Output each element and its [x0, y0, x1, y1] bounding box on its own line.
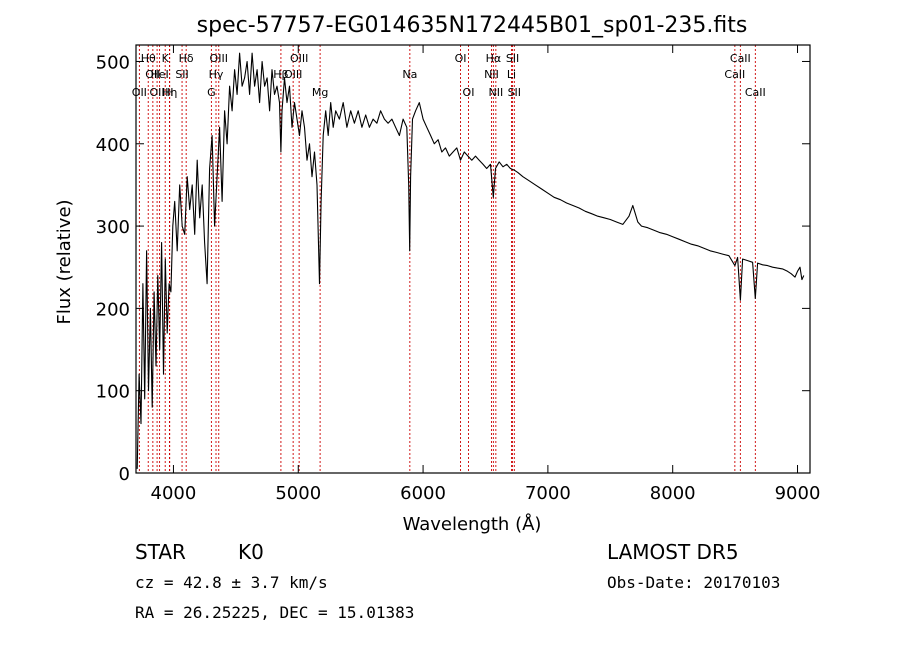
x-tick-label: 9000	[775, 483, 821, 504]
spectral-line-label: HeI	[150, 68, 168, 81]
spectral-line-label: Hγ	[209, 68, 224, 81]
plot-frame	[135, 44, 811, 474]
x-axis-label: Wavelength (Å)	[403, 513, 542, 535]
spectral-line-label: Na	[402, 68, 417, 81]
y-tick-label: 100	[96, 382, 130, 403]
x-axis-ticks: 4000 5000 6000 7000 8000 9000	[151, 45, 821, 504]
spectral-line-label: Li	[507, 68, 516, 81]
spectral-line-label: OI	[455, 52, 467, 65]
spectral-line-label: CaII	[745, 86, 766, 99]
chart-title: spec-57757-EG014635N172445B01_sp01-235.f…	[197, 13, 748, 38]
y-axis-label: Flux (relative)	[54, 199, 75, 324]
x-tick-label: 7000	[525, 483, 571, 504]
object-subclass: K0	[238, 540, 264, 564]
spectrum-chart: spec-57757-EG014635N172445B01_sp01-235.f…	[54, 13, 821, 535]
x-tick-label: 6000	[400, 483, 446, 504]
spectral-line-label: SII	[506, 52, 519, 65]
spectral-line-label: SII	[508, 86, 521, 99]
y-tick-label: 400	[96, 135, 130, 156]
x-tick-label: 8000	[650, 483, 696, 504]
spectral-line-label: OIII	[210, 52, 228, 65]
y-tick-label: 500	[96, 52, 130, 73]
x-tick-label: 5000	[275, 483, 321, 504]
obs-date: Obs-Date: 20170103	[607, 573, 781, 592]
object-class: STAR	[135, 540, 186, 564]
spectral-line-label: OII	[145, 68, 160, 81]
spectral-line-labels: OIIHθOIIOIIHeIKHηHSIIHδGHγOIIIHβOIIIOIII…	[132, 52, 766, 99]
spectral-line-label: G	[207, 86, 216, 99]
y-tick-label: 200	[96, 299, 130, 320]
spectral-line-label: OI	[463, 86, 475, 99]
x-tick-label: 4000	[151, 483, 197, 504]
spectral-line-label: OII	[132, 86, 147, 99]
spectral-line-label: CaII	[724, 68, 745, 81]
redshift-readout: cz = 42.8 ± 3.7 km/s	[135, 573, 328, 592]
spectral-line-label: OIII	[284, 68, 302, 81]
survey-name: LAMOST DR5	[607, 540, 739, 564]
y-tick-label: 300	[96, 217, 130, 238]
spectral-line-markers	[138, 45, 756, 473]
spectral-line-label: Hθ	[141, 52, 156, 65]
spectral-line-label: NII	[488, 86, 503, 99]
coordinates-readout: RA = 26.25225, DEC = 15.01383	[135, 603, 415, 622]
spectral-line-label: NII	[484, 68, 499, 81]
spectral-line-label: OIII	[290, 52, 308, 65]
spectrum-line	[136, 52, 805, 469]
spectral-line-label: SII	[175, 68, 188, 81]
y-axis-ticks: 0 100 200 300 400 500	[96, 52, 810, 485]
spectral-line-label: Hδ	[179, 52, 194, 65]
spectral-line-label: Mg	[312, 86, 328, 99]
spectral-line-label: Hη	[162, 86, 177, 99]
spectral-line-label: H	[165, 86, 173, 99]
spectral-line-label: OII	[150, 86, 165, 99]
y-tick-label: 0	[119, 464, 130, 485]
spectral-line-label: CaII	[730, 52, 751, 65]
spectrum-series	[136, 52, 805, 469]
spectral-line-label: K	[162, 52, 170, 65]
spectral-line-label: Hα	[486, 52, 502, 65]
